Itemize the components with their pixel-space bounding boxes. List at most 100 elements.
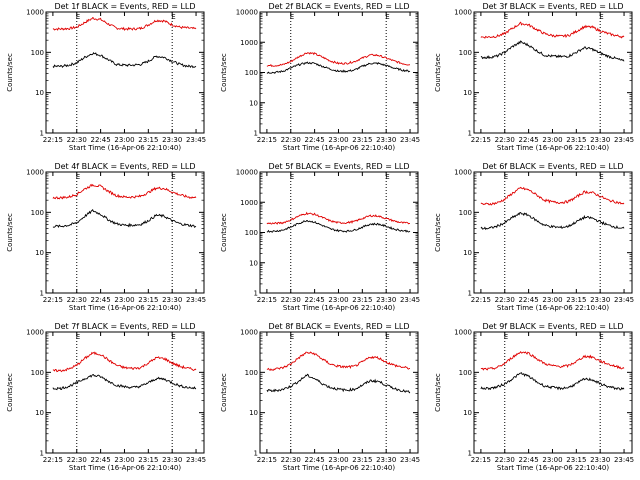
corner-marker: E — [599, 333, 603, 341]
y-tick-label: 1000 — [240, 199, 258, 207]
y-tick-label: 10 — [35, 89, 44, 97]
series-lld-line — [52, 351, 197, 373]
plot-frame — [45, 11, 205, 134]
x-tick-label: 23:00 — [542, 456, 562, 464]
corner-marker: E — [76, 173, 80, 181]
x-tick-label: 22:30 — [495, 456, 515, 464]
panel-title: Det 9f BLACK = Events, RED = LLD — [482, 322, 623, 331]
x-tick-label: 23:15 — [138, 136, 158, 144]
y-tick-label: 100 — [31, 369, 44, 377]
y-tick-label: 100 — [245, 229, 258, 237]
series-lld-line — [266, 52, 411, 67]
corner-marker: E — [385, 13, 389, 21]
x-axis-label: Start Time (16-Apr-06 22:10:40) — [283, 304, 395, 312]
corner-marker: E — [171, 173, 175, 181]
y-axis-label: Counts/sec — [434, 373, 442, 412]
x-tick-label: 23:15 — [352, 136, 372, 144]
x-axis-label: Start Time (16-Apr-06 22:10:40) — [69, 304, 181, 312]
y-axis-label: Counts/sec — [220, 213, 228, 252]
y-tick-label: 1 — [40, 290, 44, 298]
x-tick-label: 22:45 — [305, 456, 325, 464]
y-axis-label: Counts/sec — [6, 53, 14, 92]
x-tick-label: 23:15 — [566, 456, 586, 464]
panel-title: Det 7f BLACK = Events, RED = LLD — [54, 322, 195, 331]
plot-frame — [259, 171, 419, 294]
series-lld-line — [480, 351, 625, 371]
corner-marker: E — [504, 13, 508, 21]
panel-det-2: Det 2f BLACK = Events, RED = LLD 1 10 100 10… — [220, 2, 420, 152]
y-axis-label: Counts/sec — [220, 53, 228, 92]
series-lld-line — [480, 186, 625, 206]
x-tick-label: 23:45 — [614, 296, 634, 304]
y-axis-label: Counts/sec — [434, 53, 442, 92]
y-axis-label: Counts/sec — [220, 373, 228, 412]
y-tick-label: 10 — [35, 409, 44, 417]
x-axis-label: Start Time (16-Apr-06 22:10:40) — [69, 464, 181, 472]
y-tick-label: 10000 — [236, 9, 258, 17]
y-tick-label: 1 — [468, 450, 472, 458]
y-tick-label: 100 — [245, 69, 258, 77]
y-tick-label: 1000 — [26, 329, 44, 337]
y-tick-label: 1 — [254, 130, 258, 138]
x-tick-label: 22:15 — [471, 136, 491, 144]
series-lld-line — [480, 21, 625, 39]
x-tick-label: 23:15 — [138, 296, 158, 304]
corner-marker: E — [385, 173, 389, 181]
y-tick-label: 100 — [31, 49, 44, 57]
x-tick-label: 23:00 — [114, 456, 134, 464]
x-tick-label: 23:30 — [162, 296, 182, 304]
x-tick-label: 22:15 — [257, 456, 277, 464]
x-tick-label: 22:45 — [91, 136, 111, 144]
x-tick-label: 22:30 — [495, 136, 515, 144]
series-events-line — [266, 219, 411, 233]
x-tick-label: 23:30 — [376, 136, 396, 144]
plot-frame — [259, 331, 419, 454]
y-axis-label: Counts/sec — [6, 373, 14, 412]
x-tick-label: 22:15 — [257, 136, 277, 144]
x-axis-label: Start Time (16-Apr-06 22:10:40) — [283, 464, 395, 472]
x-tick-label: 22:45 — [519, 136, 539, 144]
x-tick-label: 23:30 — [590, 296, 610, 304]
x-tick-label: 22:30 — [495, 296, 515, 304]
x-tick-label: 23:00 — [542, 296, 562, 304]
x-tick-label: 22:15 — [43, 296, 63, 304]
plot-frame — [259, 11, 419, 134]
x-tick-label: 23:45 — [186, 296, 206, 304]
x-tick-label: 23:45 — [400, 456, 420, 464]
x-tick-label: 23:00 — [328, 456, 348, 464]
x-tick-label: 23:30 — [376, 296, 396, 304]
x-axis-label: Start Time (16-Apr-06 22:10:40) — [497, 464, 609, 472]
panel-det-1: Det 1f BLACK = Events, RED = LLD 1 10 100 10… — [6, 2, 206, 152]
x-tick-label: 23:00 — [328, 136, 348, 144]
plot-frame — [45, 331, 205, 454]
y-tick-label: 100 — [459, 369, 472, 377]
corner-marker: E — [504, 173, 508, 181]
corner-marker: E — [290, 333, 294, 341]
x-tick-label: 23:45 — [400, 296, 420, 304]
panel-title: Det 4f BLACK = Events, RED = LLD — [54, 162, 195, 171]
x-tick-label: 23:30 — [376, 456, 396, 464]
panel-det-9: Det 9f BLACK = Events, RED = LLD 1 10 100 10… — [434, 322, 634, 472]
y-tick-label: 10 — [249, 99, 258, 107]
y-tick-label: 10 — [249, 409, 258, 417]
panel-title: Det 6f BLACK = Events, RED = LLD — [482, 162, 623, 171]
corner-marker: E — [290, 13, 294, 21]
x-tick-label: 23:15 — [352, 456, 372, 464]
x-tick-label: 22:30 — [67, 136, 87, 144]
y-tick-label: 1000 — [454, 329, 472, 337]
x-tick-label: 22:15 — [257, 296, 277, 304]
x-tick-label: 23:45 — [400, 136, 420, 144]
panel-title: Det 5f BLACK = Events, RED = LLD — [268, 162, 409, 171]
x-tick-label: 23:30 — [590, 136, 610, 144]
x-tick-label: 23:45 — [186, 456, 206, 464]
y-tick-label: 1 — [40, 450, 44, 458]
y-tick-label: 100 — [459, 209, 472, 217]
x-tick-label: 22:30 — [281, 296, 301, 304]
x-tick-label: 22:15 — [471, 296, 491, 304]
y-tick-label: 1 — [40, 130, 44, 138]
plot-frame — [473, 171, 633, 294]
x-tick-label: 22:30 — [281, 136, 301, 144]
panel-title: Det 1f BLACK = Events, RED = LLD — [54, 2, 195, 11]
x-tick-label: 23:15 — [352, 296, 372, 304]
